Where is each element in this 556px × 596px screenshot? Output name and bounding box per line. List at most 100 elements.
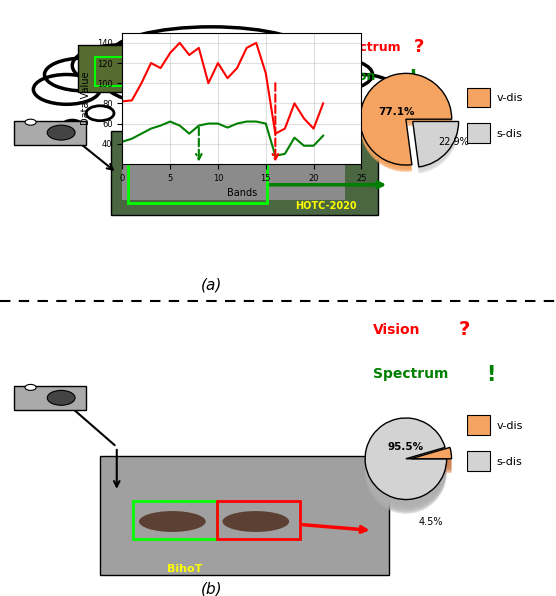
Wedge shape bbox=[365, 432, 446, 514]
Y-axis label: Data Value: Data Value bbox=[81, 72, 91, 125]
Text: BihoT: BihoT bbox=[167, 564, 202, 574]
Circle shape bbox=[63, 120, 82, 131]
Wedge shape bbox=[365, 420, 446, 501]
Wedge shape bbox=[411, 449, 451, 460]
Wedge shape bbox=[411, 458, 451, 469]
Bar bbox=[467, 451, 490, 471]
Bar bbox=[100, 456, 389, 575]
Wedge shape bbox=[411, 460, 451, 472]
Circle shape bbox=[86, 106, 114, 121]
Wedge shape bbox=[413, 123, 459, 169]
Wedge shape bbox=[411, 462, 451, 473]
Wedge shape bbox=[411, 450, 451, 461]
Wedge shape bbox=[365, 418, 446, 499]
Wedge shape bbox=[365, 431, 446, 513]
Ellipse shape bbox=[111, 27, 311, 80]
Wedge shape bbox=[360, 73, 451, 165]
Text: v-dis: v-dis bbox=[496, 421, 523, 431]
Wedge shape bbox=[360, 78, 451, 170]
Wedge shape bbox=[365, 429, 446, 510]
Text: Vision: Vision bbox=[334, 70, 376, 83]
Text: HOTC-2020: HOTC-2020 bbox=[295, 201, 356, 210]
Bar bbox=[111, 131, 378, 215]
Text: Vision: Vision bbox=[373, 323, 420, 337]
Text: ?: ? bbox=[459, 320, 470, 339]
Wedge shape bbox=[365, 424, 446, 506]
Wedge shape bbox=[413, 125, 459, 170]
Wedge shape bbox=[360, 74, 451, 166]
Text: Spectrum: Spectrum bbox=[334, 41, 401, 54]
Ellipse shape bbox=[328, 74, 395, 104]
Wedge shape bbox=[360, 73, 451, 165]
Bar bbox=[122, 155, 345, 200]
Wedge shape bbox=[413, 122, 459, 168]
Text: s-dis: s-dis bbox=[496, 129, 522, 139]
FancyBboxPatch shape bbox=[14, 120, 86, 144]
Ellipse shape bbox=[33, 74, 100, 104]
Ellipse shape bbox=[139, 511, 206, 532]
Wedge shape bbox=[411, 448, 451, 459]
Bar bbox=[78, 45, 178, 92]
Wedge shape bbox=[411, 457, 451, 468]
Text: !: ! bbox=[409, 69, 418, 88]
Wedge shape bbox=[413, 122, 459, 167]
Bar bbox=[95, 57, 150, 86]
Text: ?: ? bbox=[414, 38, 425, 56]
Ellipse shape bbox=[295, 58, 373, 91]
Wedge shape bbox=[360, 76, 451, 168]
Wedge shape bbox=[360, 75, 451, 167]
Wedge shape bbox=[365, 421, 446, 502]
X-axis label: Bands: Bands bbox=[227, 188, 257, 198]
Bar bbox=[128, 152, 267, 203]
Wedge shape bbox=[411, 455, 451, 467]
Wedge shape bbox=[413, 125, 459, 171]
Text: 77.1%: 77.1% bbox=[379, 107, 415, 117]
Wedge shape bbox=[360, 77, 451, 169]
Text: Spectrum: Spectrum bbox=[373, 368, 448, 381]
Ellipse shape bbox=[128, 76, 295, 114]
Ellipse shape bbox=[72, 45, 172, 86]
Wedge shape bbox=[365, 427, 446, 508]
Ellipse shape bbox=[239, 45, 339, 86]
Ellipse shape bbox=[106, 63, 228, 104]
Wedge shape bbox=[360, 80, 451, 172]
Ellipse shape bbox=[222, 511, 289, 532]
Bar bbox=[133, 501, 217, 539]
Circle shape bbox=[47, 125, 75, 140]
Wedge shape bbox=[413, 122, 459, 167]
Wedge shape bbox=[365, 422, 446, 504]
Circle shape bbox=[47, 390, 75, 405]
Wedge shape bbox=[365, 426, 446, 507]
Bar bbox=[206, 45, 306, 86]
Ellipse shape bbox=[44, 58, 122, 91]
Wedge shape bbox=[365, 418, 446, 499]
Text: (b): (b) bbox=[201, 581, 222, 596]
Text: v-dis: v-dis bbox=[496, 94, 523, 103]
Wedge shape bbox=[365, 430, 446, 511]
Wedge shape bbox=[411, 448, 451, 459]
Text: 22.9%: 22.9% bbox=[439, 137, 469, 147]
Wedge shape bbox=[411, 452, 451, 464]
Bar bbox=[467, 88, 490, 107]
Ellipse shape bbox=[200, 63, 311, 104]
Text: 95.5%: 95.5% bbox=[388, 442, 424, 452]
Wedge shape bbox=[365, 423, 446, 505]
Circle shape bbox=[49, 131, 62, 138]
Text: 4.5%: 4.5% bbox=[418, 517, 443, 527]
Bar bbox=[467, 123, 490, 143]
Text: (a): (a) bbox=[201, 277, 222, 292]
Text: !: ! bbox=[486, 365, 496, 386]
Wedge shape bbox=[411, 451, 451, 462]
Bar bbox=[217, 501, 300, 539]
Wedge shape bbox=[413, 128, 459, 174]
Bar bbox=[467, 415, 490, 435]
Wedge shape bbox=[411, 459, 451, 470]
Circle shape bbox=[25, 384, 36, 390]
Wedge shape bbox=[360, 79, 451, 171]
Wedge shape bbox=[411, 454, 451, 465]
Wedge shape bbox=[413, 126, 459, 172]
Circle shape bbox=[25, 119, 36, 125]
Wedge shape bbox=[413, 128, 459, 173]
Text: s-dis: s-dis bbox=[496, 457, 522, 467]
FancyBboxPatch shape bbox=[14, 386, 86, 410]
